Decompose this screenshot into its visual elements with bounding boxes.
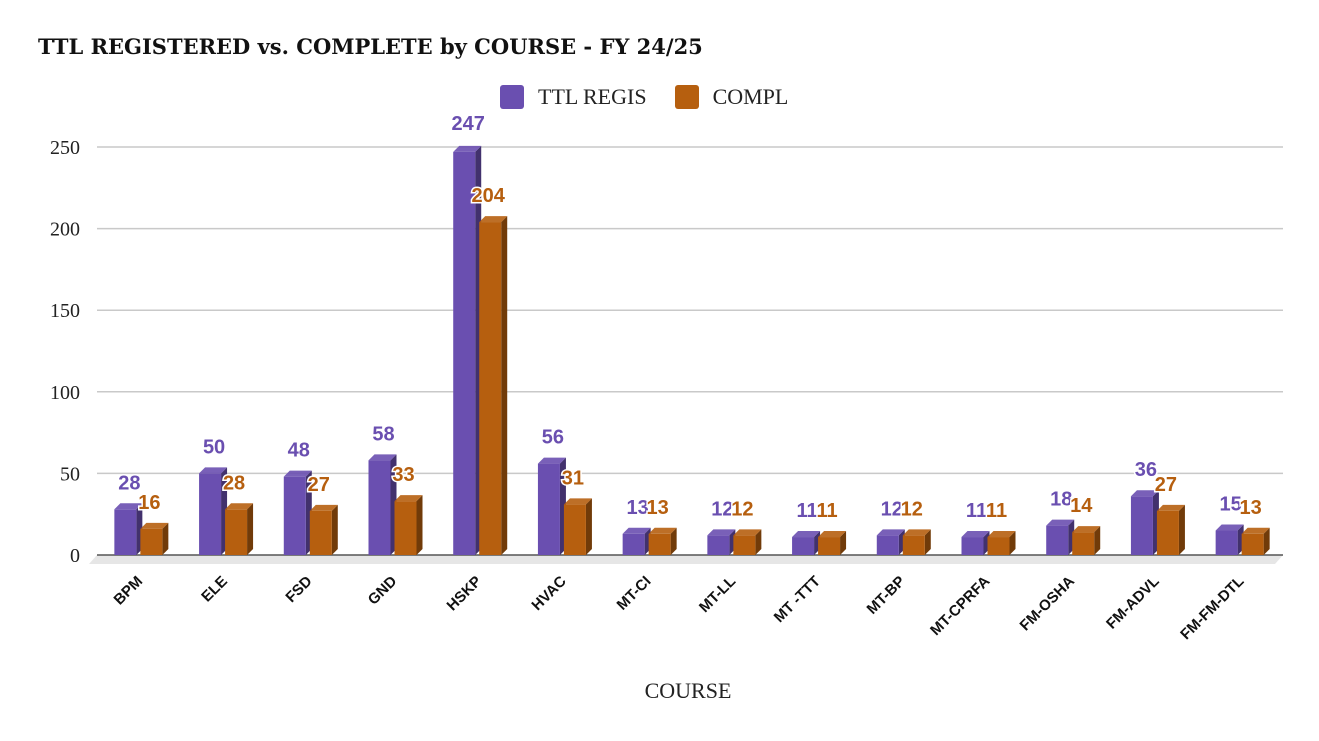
x-tick-label-mt-cprfa: MT-CPRFA bbox=[927, 573, 993, 639]
bar-compl-mt-ttt bbox=[818, 537, 840, 555]
data-label-compl-hvac: 31 bbox=[562, 467, 584, 489]
bar-ttl-regis-gnd bbox=[369, 460, 391, 555]
data-label-ttl-regis-mt-ci: 13 bbox=[627, 497, 649, 519]
bar-compl-fm-fm-dtl bbox=[1242, 534, 1264, 555]
y-tick-label: 50 bbox=[60, 463, 80, 485]
data-label-ttl-regis-hvac: 56 bbox=[542, 427, 564, 449]
bar-compl-hvac bbox=[564, 504, 586, 555]
data-label-ttl-regis-gnd: 58 bbox=[372, 423, 394, 445]
data-label-compl-fsd: 27 bbox=[308, 474, 330, 496]
x-tick-label-gnd: GND bbox=[365, 573, 401, 609]
x-tick-label-mt-ci: MT-CI bbox=[614, 573, 655, 614]
x-tick-label-fm-fm-dtl: FM-FM-DTL bbox=[1177, 573, 1247, 643]
bar-compl-hskp-side bbox=[501, 216, 507, 555]
data-label-ttl-regis-mt-ll: 12 bbox=[711, 498, 733, 520]
data-label-ttl-regis-fm-fm-dtl: 15 bbox=[1220, 494, 1242, 516]
bar-ttl-regis-fm-fm-dtl bbox=[1216, 531, 1238, 555]
x-tick-label-fm-osha: FM-OSHA bbox=[1017, 573, 1079, 635]
bar-compl-mt-ci bbox=[649, 534, 671, 555]
data-label-compl-mt-ttt: 11 bbox=[816, 500, 837, 522]
data-label-compl-mt-cprfa: 11 bbox=[986, 500, 1007, 522]
data-label-compl-bpm: 16 bbox=[138, 492, 160, 514]
y-tick-label: 0 bbox=[70, 545, 80, 567]
bar-ttl-regis-mt-cprfa bbox=[962, 537, 984, 555]
bar-compl-gnd-side bbox=[417, 495, 423, 555]
data-label-compl-fm-osha: 14 bbox=[1070, 495, 1093, 517]
bar-compl-fm-advl bbox=[1157, 511, 1179, 555]
x-tick-label-hvac: HVAC bbox=[528, 573, 569, 614]
data-label-compl-mt-ll: 12 bbox=[731, 498, 753, 520]
bar-compl-fm-advl-side bbox=[1179, 505, 1185, 555]
x-tick-label-mt-ll: MT-LL bbox=[696, 573, 739, 616]
x-tick-label-mt-bp: MT-BP bbox=[864, 573, 909, 618]
bar-ttl-regis-hvac bbox=[538, 464, 560, 555]
bar-ttl-regis-mt-ttt bbox=[792, 537, 814, 555]
bar-ttl-regis-fsd bbox=[284, 477, 306, 555]
bar-compl-bpm bbox=[140, 529, 162, 555]
data-label-ttl-regis-fsd: 48 bbox=[288, 440, 310, 462]
bar-compl-mt-bp bbox=[903, 535, 925, 555]
data-label-ttl-regis-hskp: 247 bbox=[452, 113, 485, 135]
data-label-compl-mt-ci: 13 bbox=[647, 497, 669, 519]
bar-compl-ele bbox=[225, 509, 247, 555]
bar-compl-gnd bbox=[395, 501, 417, 555]
x-tick-label-bpm: BPM bbox=[111, 573, 147, 609]
chart: TTL REGISTERED vs. COMPLETE by COURSE - … bbox=[0, 0, 1319, 741]
data-label-ttl-regis-fm-advl: 36 bbox=[1135, 459, 1157, 481]
bar-compl-mt-cprfa bbox=[988, 537, 1010, 555]
data-label-compl-mt-bp: 12 bbox=[901, 498, 923, 520]
bar-ttl-regis-fm-osha bbox=[1046, 526, 1068, 555]
data-label-ttl-regis-fm-osha: 18 bbox=[1050, 489, 1072, 511]
data-label-compl-gnd: 33 bbox=[392, 464, 414, 486]
data-label-ttl-regis-mt-bp: 12 bbox=[881, 498, 903, 520]
x-axis-title: COURSE bbox=[0, 678, 1319, 704]
bar-ttl-regis-fm-advl bbox=[1131, 496, 1153, 555]
y-tick-label: 150 bbox=[50, 300, 80, 322]
bar-ttl-regis-ele bbox=[199, 473, 221, 555]
data-label-ttl-regis-mt-ttt: 11 bbox=[796, 500, 817, 522]
bar-compl-fm-osha bbox=[1072, 532, 1094, 555]
bar-compl-fsd-side bbox=[332, 505, 338, 555]
data-label-ttl-regis-bpm: 28 bbox=[118, 472, 140, 494]
x-tick-label-fm-advl: FM-ADVL bbox=[1103, 573, 1163, 633]
data-label-compl-hskp: 204 bbox=[472, 185, 506, 207]
bar-compl-fsd bbox=[310, 511, 332, 555]
data-label-ttl-regis-mt-cprfa: 11 bbox=[966, 500, 987, 522]
data-label-ttl-regis-ele: 50 bbox=[203, 436, 225, 458]
bar-compl-ele-side bbox=[247, 503, 253, 555]
x-tick-label-ele: ELE bbox=[198, 573, 231, 606]
floor bbox=[89, 555, 1283, 564]
y-tick-label: 250 bbox=[50, 137, 80, 159]
bar-ttl-regis-mt-bp bbox=[877, 535, 899, 555]
x-tick-label-hskp: HSKP bbox=[444, 573, 485, 614]
bar-ttl-regis-mt-ll bbox=[707, 535, 729, 555]
data-label-compl-fm-fm-dtl: 13 bbox=[1240, 497, 1262, 519]
bar-ttl-regis-mt-ci bbox=[623, 534, 645, 555]
bar-compl-hvac-side bbox=[586, 498, 592, 555]
data-label-compl-fm-advl: 27 bbox=[1155, 474, 1177, 496]
x-tick-label-mt-ttt: MT -TTT bbox=[771, 573, 824, 626]
bar-ttl-regis-bpm bbox=[114, 509, 136, 555]
bar-compl-mt-ll bbox=[733, 535, 755, 555]
x-tick-label-fsd: FSD bbox=[282, 573, 315, 606]
y-tick-label: 100 bbox=[50, 382, 80, 404]
bar-ttl-regis-hskp bbox=[453, 152, 475, 555]
y-tick-label: 200 bbox=[50, 219, 80, 241]
data-label-compl-ele: 28 bbox=[223, 472, 245, 494]
bar-compl-hskp bbox=[479, 222, 501, 555]
plot-area: 0501001502002502816BPM5028ELE4827FSD5833… bbox=[0, 0, 1319, 741]
